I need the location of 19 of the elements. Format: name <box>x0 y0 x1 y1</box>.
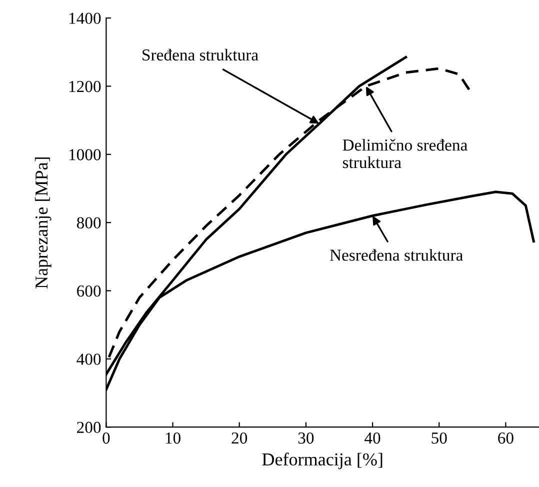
x-tick-label: 30 <box>298 432 314 444</box>
y-tick-label: 1400 <box>69 12 101 24</box>
y-axis-title: Naprezanje [MPa] <box>34 157 52 288</box>
annotation: Delimično sređena struktura <box>342 138 468 168</box>
x-tick-label: 10 <box>166 432 180 444</box>
x-tick-label: 20 <box>232 432 248 444</box>
y-tick-label: 800 <box>76 217 101 229</box>
annotation: Nesređena struktura <box>330 249 463 261</box>
x-tick-label: 0 <box>102 432 110 444</box>
y-tick-label: 400 <box>76 354 101 365</box>
annotation: Sređena struktura <box>142 48 258 61</box>
y-tick-label: 200 <box>77 422 101 434</box>
x-tick-label: 40 <box>364 432 380 444</box>
x-tick-label: 60 <box>498 432 514 444</box>
y-tick-label: 600 <box>77 285 101 297</box>
y-tick-label: 1200 <box>69 80 101 92</box>
x-tick-label: 50 <box>432 432 447 444</box>
y-tick-label: 1000 <box>69 149 101 160</box>
x-axis-title: Deformacija [%] <box>262 452 382 470</box>
